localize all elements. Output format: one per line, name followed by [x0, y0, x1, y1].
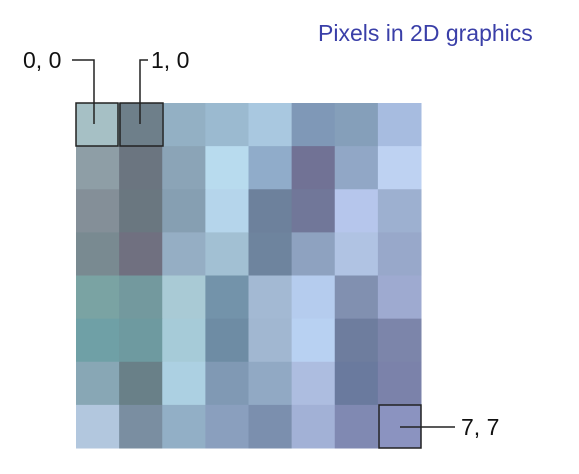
label-pixel-1-0: 1, 0 [151, 47, 190, 73]
pixel-6-5 [334, 318, 379, 363]
pixel-5-6 [291, 361, 336, 406]
pixel-5-1 [291, 146, 336, 190]
pixel-7-2 [377, 189, 422, 233]
pixel-3-6 [205, 361, 250, 406]
pixel-1-6 [119, 361, 163, 406]
pixel-2-5 [162, 318, 206, 363]
pixel-1-0 [119, 103, 163, 147]
pixel-4-4 [248, 275, 293, 320]
pixel-2-2 [162, 189, 206, 233]
pixel-6-7 [334, 404, 379, 449]
pixel-0-4 [76, 275, 120, 320]
pixel-2-7 [162, 404, 206, 449]
callout-lines [72, 59, 455, 428]
pixel-0-3 [76, 232, 120, 277]
pixel-0-5 [76, 318, 120, 363]
pixel-6-3 [334, 232, 379, 277]
pixel-highlight-1-0 [119, 102, 164, 147]
pixel-1-7 [119, 404, 163, 449]
pixel-5-5 [291, 318, 336, 363]
pixel-highlight-0-0 [75, 102, 119, 147]
pixel-2-6 [162, 361, 206, 406]
pixel-6-6 [334, 361, 379, 406]
pixel-3-4 [205, 275, 250, 320]
pixel-4-6 [248, 361, 293, 406]
pixel-0-6 [76, 361, 120, 406]
callout-line-0-0 [72, 59, 95, 124]
pixel-5-4 [291, 275, 336, 320]
pixel-2-3 [162, 232, 206, 277]
pixel-1-2 [119, 189, 163, 233]
pixel-6-2 [334, 189, 379, 233]
pixel-4-2 [248, 189, 293, 233]
pixel-4-7 [248, 404, 293, 449]
pixel-3-0 [205, 103, 250, 147]
pixel-6-1 [334, 146, 379, 190]
pixel-7-0 [377, 103, 422, 147]
pixel-0-2 [76, 189, 120, 233]
pixel-3-7 [205, 404, 250, 449]
pixel-5-0 [291, 103, 336, 147]
pixel-2-1 [162, 146, 206, 190]
pixel-7-3 [377, 232, 422, 277]
pixel-1-3 [119, 232, 163, 277]
pixel-4-1 [248, 146, 293, 190]
pixel-4-5 [248, 318, 293, 363]
pixel-4-3 [248, 232, 293, 277]
pixel-6-0 [334, 103, 379, 147]
pixel-cells [76, 103, 422, 449]
pixel-0-7 [76, 404, 120, 449]
label-pixel-0-0: 0, 0 [23, 47, 62, 73]
pixel-3-5 [205, 318, 250, 363]
pixel-1-5 [119, 318, 163, 363]
pixel-7-1 [377, 146, 422, 190]
pixel-5-3 [291, 232, 336, 277]
pixel-1-4 [119, 275, 163, 320]
pixel-4-0 [248, 103, 293, 147]
pixel-7-5 [377, 318, 422, 363]
diagram-title: Pixels in 2D graphics [318, 20, 533, 46]
pixel-0-1 [76, 146, 120, 190]
pixel-7-4 [377, 275, 422, 320]
pixel-3-1 [205, 146, 250, 190]
pixel-1-1 [119, 146, 163, 190]
label-pixel-7-7: 7, 7 [461, 414, 500, 440]
pixel-5-7 [291, 404, 336, 449]
pixel-0-0 [76, 103, 120, 147]
pixel-3-2 [205, 189, 250, 233]
pixel-5-2 [291, 189, 336, 233]
callout-line-1-0 [139, 59, 148, 124]
pixel-6-4 [334, 275, 379, 320]
pixel-2-4 [162, 275, 206, 320]
pixel-7-6 [377, 361, 422, 406]
pixel-3-3 [205, 232, 250, 277]
pixel-2-0 [162, 103, 206, 147]
